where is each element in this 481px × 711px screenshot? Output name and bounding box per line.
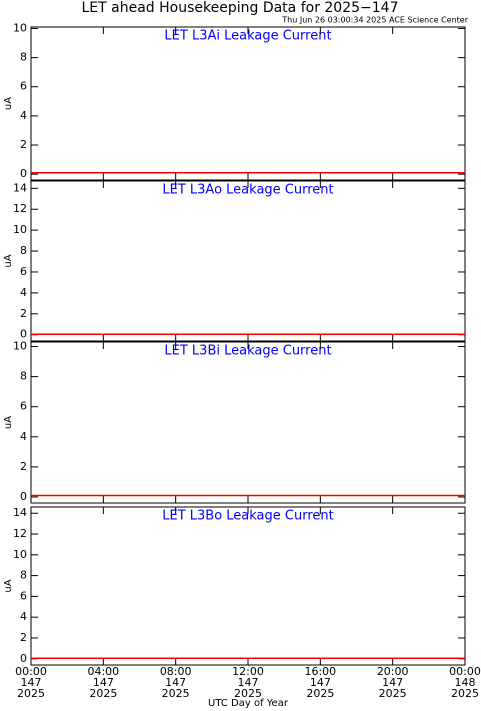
y-tick-label: 8 xyxy=(20,51,27,64)
panel-title: LET L3Bo Leakage Current xyxy=(162,509,334,524)
y-tick-label: 2 xyxy=(20,631,27,644)
x-tick-label: 20:00 xyxy=(377,665,409,678)
x-tick-label: 147 xyxy=(238,676,259,689)
y-tick-label: 2 xyxy=(20,138,27,151)
panel-frame xyxy=(30,341,466,504)
x-tick-label: 147 xyxy=(310,676,331,689)
x-tick-label: 00:00 xyxy=(15,665,47,678)
x-tick-label: 147 xyxy=(93,676,114,689)
x-tick-label: 2025 xyxy=(234,687,262,700)
y-tick-label: 0 xyxy=(20,652,27,665)
x-tick-label: 16:00 xyxy=(304,665,336,678)
x-tick-label: 2025 xyxy=(379,687,407,700)
x-axis-label: UTC Day of Year xyxy=(208,698,289,709)
x-tick-label: 147 xyxy=(21,676,42,689)
subtitle: Thu Jun 26 03:00:34 2025 ACE Science Cen… xyxy=(281,16,468,25)
x-tick-label: 147 xyxy=(165,676,186,689)
y-tick-label: 8 xyxy=(20,370,27,383)
panel-title: LET L3Bi Leakage Current xyxy=(164,344,331,359)
y-tick-label: 14 xyxy=(13,506,27,519)
x-tick-label: 08:00 xyxy=(160,665,192,678)
y-tick-label: 10 xyxy=(13,340,27,353)
y-tick-label: 4 xyxy=(20,109,27,122)
x-tick-label: 2025 xyxy=(17,687,45,700)
x-tick-label: 148 xyxy=(455,676,476,689)
y-tick-label: 10 xyxy=(13,21,27,34)
y-tick-label: 6 xyxy=(20,589,27,602)
y-tick-label: 14 xyxy=(13,181,27,194)
x-tick-label: 147 xyxy=(382,676,403,689)
y-tick-label: 2 xyxy=(20,460,27,473)
y-tick-label: 6 xyxy=(20,400,27,413)
y-tick-label: 12 xyxy=(13,202,27,215)
y-tick-label: 10 xyxy=(13,223,27,236)
y-tick-label: 8 xyxy=(20,569,27,582)
panel-title: LET L3Ao Leakage Current xyxy=(162,183,333,198)
panel-title: LET L3Ai Leakage Current xyxy=(164,29,331,44)
x-tick-label: 2025 xyxy=(306,687,334,700)
x-tick-label: 12:00 xyxy=(232,665,264,678)
y-tick-label: 0 xyxy=(20,167,27,180)
page-title: LET ahead Housekeeping Data for 2025−147 xyxy=(82,0,399,16)
y-tick-label: 0 xyxy=(20,490,27,503)
y-tick-label: 6 xyxy=(20,80,27,93)
x-tick-label: 2025 xyxy=(162,687,190,700)
panel-frame xyxy=(30,180,466,342)
x-tick-label: 2025 xyxy=(451,687,479,700)
x-tick-label: 04:00 xyxy=(87,665,119,678)
y-axis-label: uA xyxy=(3,97,14,110)
y-tick-label: 12 xyxy=(13,527,27,540)
y-tick-label: 8 xyxy=(20,244,27,257)
x-tick-label: 2025 xyxy=(89,687,117,700)
y-tick-label: 4 xyxy=(20,286,27,299)
y-tick-label: 2 xyxy=(20,307,27,320)
y-axis-label: uA xyxy=(3,416,14,429)
y-axis-label: uA xyxy=(3,579,14,592)
y-axis-label: uA xyxy=(3,254,14,267)
y-tick-label: 6 xyxy=(20,265,27,278)
y-tick-label: 10 xyxy=(13,548,27,561)
panel-frame xyxy=(30,26,466,181)
y-tick-label: 4 xyxy=(20,610,27,623)
y-tick-label: 4 xyxy=(20,430,27,443)
x-tick-label: 00:00 xyxy=(449,665,481,678)
y-tick-label: 0 xyxy=(20,328,27,341)
panel-frame xyxy=(30,506,466,666)
